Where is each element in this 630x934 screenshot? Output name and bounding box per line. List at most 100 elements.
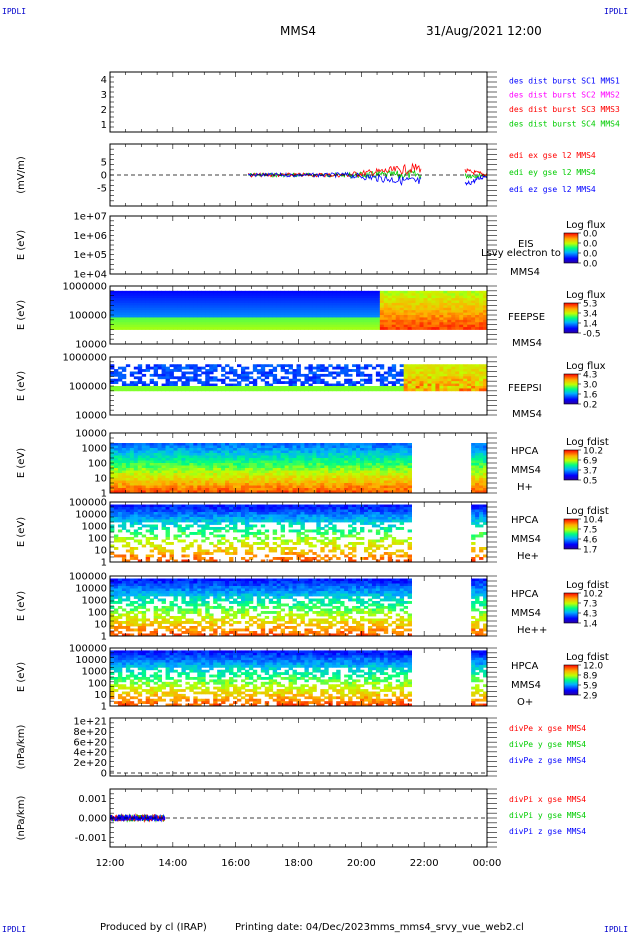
heatmap-cell: [233, 445, 238, 449]
heatmap-cell: [479, 376, 484, 380]
heatmap-cell: [165, 386, 170, 389]
heatmap-cell: [447, 388, 452, 392]
heatmap-cell: [352, 465, 357, 469]
y-tick-label: 2: [101, 105, 107, 116]
heatmap-cell: [129, 485, 135, 489]
heatmap-cell: [419, 371, 424, 375]
heatmap-cell: [479, 480, 484, 484]
heatmap-cell: [181, 327, 186, 330]
heatmap-cell: [177, 527, 182, 530]
heatmap-cell: [189, 480, 194, 484]
heatmap-cell: [312, 366, 317, 370]
heatmap-cell: [308, 468, 313, 471]
heatmap-cell: [125, 295, 131, 299]
heatmap-cell: [280, 312, 286, 316]
heatmap-cell: [447, 317, 452, 321]
heatmap-cell: [264, 453, 270, 456]
heatmap-cell: [340, 443, 345, 446]
heatmap-cell: [221, 507, 226, 510]
heatmap-cell: [121, 490, 127, 494]
heatmap-cell: [403, 290, 409, 294]
heatmap-cell: [308, 295, 313, 299]
heatmap-cell: [244, 295, 250, 299]
heatmap-cell: [375, 386, 381, 389]
heatmap-cell: [133, 324, 139, 328]
heatmap-cell: [324, 324, 329, 328]
heatmap-cell: [236, 460, 242, 464]
heatmap-cell: [233, 443, 238, 446]
heatmap-cell: [110, 305, 115, 309]
heatmap-cell: [133, 470, 139, 474]
heatmap-cell: [229, 293, 234, 297]
heatmap-cell: [153, 455, 159, 459]
heatmap-cell: [185, 388, 190, 392]
heatmap-cell: [260, 539, 266, 543]
heatmap-cell: [201, 460, 206, 464]
heatmap-cell: [399, 312, 405, 316]
heatmap-cell: [189, 517, 194, 520]
heatmap-cell: [447, 293, 452, 297]
heatmap-cell: [256, 483, 262, 486]
heatmap-cell: [252, 480, 258, 484]
heatmap-cell: [403, 378, 409, 382]
heatmap-cell: [272, 388, 278, 392]
heatmap-cell: [363, 373, 369, 377]
heatmap-cell: [205, 519, 210, 523]
heatmap-cell: [141, 465, 147, 469]
heatmap-cell: [133, 315, 139, 318]
heatmap-cell: [121, 475, 127, 479]
heatmap-cell: [379, 319, 385, 323]
heatmap-cell: [296, 455, 301, 459]
heatmap-cell: [173, 305, 178, 309]
heatmap-cell: [233, 463, 238, 466]
heatmap-cell: [161, 327, 166, 330]
heatmap-cell: [379, 317, 385, 321]
heatmap-cell: [244, 465, 250, 469]
heatmap-cell: [352, 295, 357, 299]
heatmap-cell: [403, 473, 409, 476]
heatmap-cell: [276, 490, 282, 494]
heatmap-cell: [177, 473, 182, 476]
heatmap-cell: [284, 307, 289, 311]
heatmap-cell: [201, 539, 206, 543]
heatmap-cell: [352, 383, 357, 387]
heatmap-cell: [367, 483, 373, 486]
heatmap-cell: [169, 478, 174, 481]
heatmap-cell: [240, 315, 246, 318]
heatmap-cell: [209, 383, 214, 387]
heatmap-cell: [141, 310, 147, 313]
heatmap-cell: [471, 295, 476, 299]
heatmap-cell: [141, 312, 147, 316]
heatmap-cell: [133, 388, 139, 392]
heatmap-cell: [169, 376, 174, 380]
heatmap-cell: [280, 319, 286, 323]
heatmap-cell: [435, 378, 440, 382]
heatmap-cell: [173, 307, 178, 311]
heatmap-cell: [439, 378, 444, 382]
heatmap-cell: [256, 324, 262, 328]
heatmap-cell: [447, 312, 452, 316]
heatmap-cell: [141, 319, 147, 323]
heatmap-cell: [205, 443, 210, 446]
heatmap-cell: [213, 468, 218, 471]
heatmap-cell: [185, 475, 190, 479]
heatmap-cell: [475, 319, 480, 323]
heatmap-cell: [439, 369, 444, 372]
heatmap-cell: [248, 509, 254, 513]
heatmap-cell: [475, 468, 480, 471]
heatmap-cell: [356, 458, 361, 461]
heatmap-cell: [411, 290, 416, 294]
heatmap-cell: [205, 507, 210, 510]
heatmap-cell: [336, 295, 341, 299]
heatmap-cell: [201, 371, 206, 375]
heatmap-cell: [455, 369, 460, 372]
heatmap-cell: [221, 542, 226, 545]
heatmap-cell: [129, 327, 135, 330]
heatmap-cell: [483, 488, 488, 491]
heatmap-cell: [177, 529, 182, 533]
heatmap-cell: [320, 290, 325, 294]
heatmap-cell: [141, 480, 147, 484]
heatmap-cell: [312, 307, 317, 311]
heatmap-cell: [403, 295, 409, 299]
heatmap-cell: [110, 290, 115, 294]
